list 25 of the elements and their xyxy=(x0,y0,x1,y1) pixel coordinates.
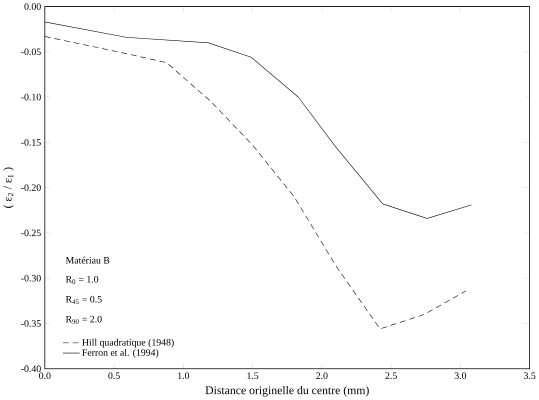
y-axis-title: ( ε$_{2}$ / ε$_{1}$ ) xyxy=(3,168,14,208)
legend-label: Ferron et al. (1994) xyxy=(82,349,158,358)
x-tick-label: 3.5 xyxy=(524,372,536,380)
x-tick-label: 0.0 xyxy=(39,372,51,380)
y-tick-label: -0.20 xyxy=(21,184,41,192)
annotation: R$_{0}$ = 1.0 xyxy=(66,276,98,284)
annotation: Matériau B xyxy=(66,256,110,264)
x-tick-label: 0.5 xyxy=(108,372,120,380)
y-tick-label: -0.35 xyxy=(21,320,41,327)
y-tick-label: -0.15 xyxy=(21,139,41,146)
y-tick-label: -0.10 xyxy=(21,94,41,100)
y-tick-label: -0.25 xyxy=(21,230,41,236)
x-tick-label: 2.5 xyxy=(385,372,397,380)
annotation: R$_{45}$ = 0.5 xyxy=(66,296,102,304)
y-tick-label: -0.30 xyxy=(21,274,41,282)
y-tick-label: 0.00 xyxy=(24,3,41,10)
y-tick-label: -0.05 xyxy=(21,48,41,56)
x-tick-label: 1.5 xyxy=(247,372,258,380)
x-tick-label: 2.0 xyxy=(316,372,328,380)
legend-label: Hill quadratique (1948) xyxy=(82,338,174,348)
x-tick-label: 3.0 xyxy=(454,372,466,380)
y-tick-label: -0.40 xyxy=(21,366,41,372)
x-axis-title: Distance originelle du centre (mm) xyxy=(205,386,369,397)
x-tick-label: 1.0 xyxy=(178,372,190,380)
annotation: R$_{90}$ = 2.0 xyxy=(66,316,102,324)
